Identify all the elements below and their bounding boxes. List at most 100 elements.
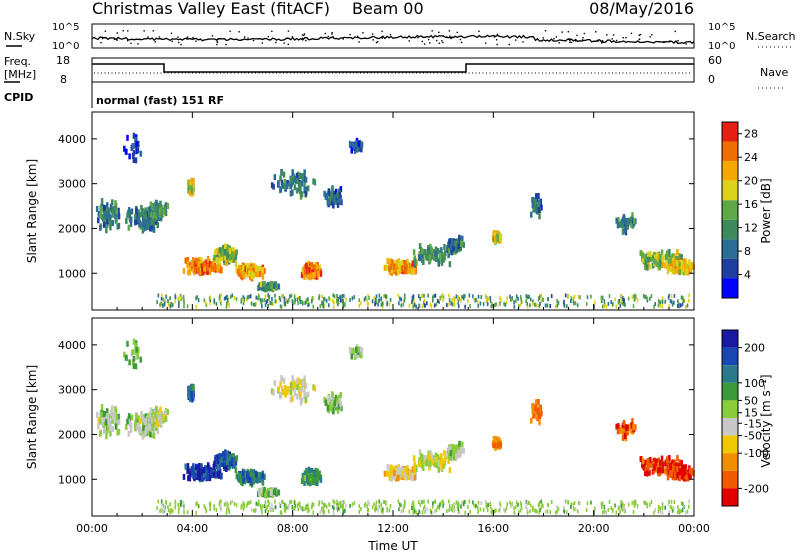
nsearch-dot: [449, 35, 451, 37]
power-cell: [617, 300, 620, 305]
power-cell: [423, 298, 426, 303]
velocity-cell: [226, 507, 228, 512]
velocity-cell: [204, 506, 207, 511]
power-cell: [404, 260, 407, 267]
velocity-cell: [458, 451, 462, 458]
power-cell: [343, 303, 346, 308]
power-cell: [286, 179, 289, 186]
velocity-cell: [453, 508, 456, 513]
power-cell: [463, 293, 466, 298]
power-cell: [220, 293, 222, 298]
velocity-cell: [206, 474, 210, 481]
power-cell: [482, 302, 485, 307]
velocity-cell: [269, 506, 271, 511]
velocity-cell: [178, 506, 180, 511]
power-cell: [102, 215, 106, 222]
power-cell: [570, 296, 573, 301]
power-cell: [100, 198, 104, 205]
power-cell: [134, 136, 137, 143]
velocity-cell: [264, 491, 268, 498]
power-cell: [469, 304, 472, 309]
velocity-cell: [526, 501, 528, 506]
nsearch-dot: [460, 41, 463, 44]
power-cell: [270, 283, 273, 290]
velocity-cell: [661, 502, 664, 507]
power-cell: [400, 297, 403, 302]
power-cell: [374, 302, 376, 307]
power-cell: [291, 299, 294, 304]
power-cell: [515, 294, 518, 299]
nsearch-dot: [417, 37, 419, 39]
velocity-cell: [517, 502, 519, 507]
velocity-cell: [289, 389, 293, 396]
velocity-cell: [495, 508, 497, 513]
velocity-cell: [680, 501, 683, 506]
power-cell: [294, 298, 296, 303]
velocity-cell: [261, 476, 264, 483]
velocity-cell: [567, 500, 570, 505]
power-cell: [614, 297, 616, 302]
power-cell: [667, 263, 671, 270]
velocity-cell: [220, 453, 224, 460]
power-cell: [293, 300, 296, 305]
nsearch-dot: [514, 39, 517, 41]
power-cell: [216, 257, 220, 264]
power-cell: [644, 259, 647, 266]
velocity-cell: [411, 503, 414, 508]
nsearch-dot: [178, 41, 180, 44]
power-cell: [141, 227, 145, 234]
power-cell: [109, 219, 112, 226]
velocity-cell: [167, 505, 169, 510]
velocity-cell: [263, 504, 266, 509]
nsearch-dot: [147, 36, 149, 38]
velocity-cell: [159, 508, 161, 513]
power-cell: [388, 266, 391, 273]
power-cell: [509, 297, 512, 302]
power-cell: [306, 185, 310, 192]
nsearch-dot: [171, 40, 173, 43]
nsearch-dot: [601, 42, 603, 44]
power-cell: [129, 216, 133, 223]
power-cell: [451, 298, 453, 303]
power-cell: [159, 200, 162, 207]
velocity-cell: [380, 506, 383, 511]
power-cell: [386, 258, 389, 265]
power-cell: [202, 261, 206, 268]
velocity-cell: [319, 476, 323, 483]
velocity-cell: [394, 466, 397, 473]
power-cell: [352, 143, 355, 150]
velocity-cell: [688, 499, 690, 504]
power-cell: [433, 293, 436, 298]
power-cell: [201, 262, 204, 269]
power-cell: [667, 258, 671, 265]
velocity-cell: [148, 424, 151, 431]
velocity-cell: [235, 503, 238, 508]
power-cell: [137, 209, 140, 216]
power-cell: [336, 191, 339, 198]
colorbar-tick-label: 100: [744, 377, 765, 390]
nsearch-dot: [327, 35, 329, 38]
velocity-cell: [280, 385, 284, 392]
velocity-cell: [156, 506, 158, 511]
power-cell: [188, 265, 192, 272]
power-cell: [214, 248, 217, 255]
velocity-cell: [423, 509, 426, 514]
power-cell: [658, 260, 662, 267]
power-cell: [255, 295, 258, 300]
power-cell: [117, 207, 120, 214]
velocity-cell: [316, 480, 319, 487]
velocity-cell: [451, 444, 454, 451]
velocity-cell: [336, 504, 338, 509]
power-cell: [242, 301, 245, 306]
power-cell: [299, 185, 302, 192]
velocity-cell: [447, 458, 450, 465]
velocity-cell: [304, 396, 308, 403]
velocity-cell: [135, 346, 139, 353]
velocity-cell: [296, 384, 299, 391]
velocity-cell: [149, 407, 153, 414]
velocity-cell: [123, 351, 126, 358]
velocity-cell: [189, 468, 192, 475]
power-cell: [328, 296, 330, 301]
velocity-cell: [499, 441, 502, 448]
nsearch-dot: [211, 35, 214, 37]
